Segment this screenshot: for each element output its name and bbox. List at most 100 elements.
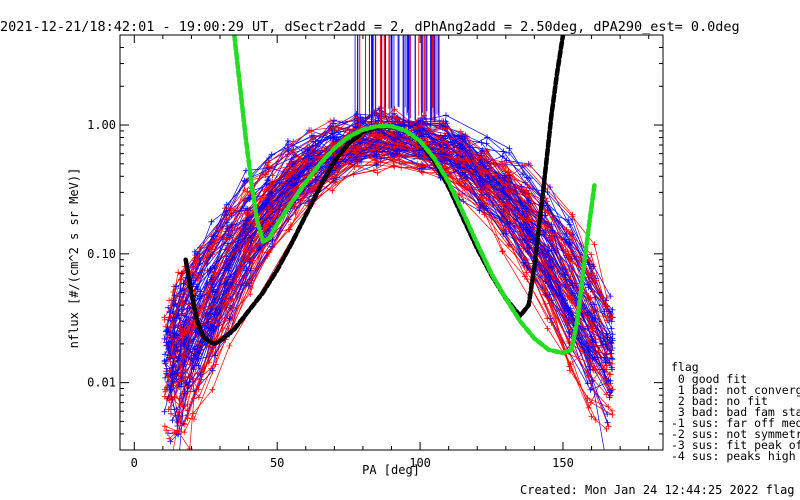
measured-point: [377, 131, 384, 138]
measured-point: [169, 452, 175, 458]
measured-point: [162, 452, 168, 458]
measured-point: [374, 169, 381, 176]
measured-point: [174, 347, 181, 354]
measured-point: [327, 118, 334, 125]
measured-point: [478, 139, 485, 146]
measured-trace-line: [172, 142, 591, 325]
measured-point: [264, 186, 271, 193]
measured-point: [284, 184, 291, 190]
measured-point: [373, 161, 380, 168]
measured-point: [394, 141, 401, 148]
measured-point: [608, 325, 615, 332]
measured-point: [247, 291, 254, 298]
measured-point: [179, 306, 186, 313]
measured-point: [569, 216, 575, 223]
measured-point: [180, 300, 187, 307]
measured-point: [205, 310, 212, 317]
measured-point: [305, 163, 312, 170]
measured-point: [208, 218, 215, 225]
measured-point: [186, 361, 193, 368]
measured-point: [310, 178, 317, 185]
measured-point: [523, 208, 530, 215]
measured-trace-line: [169, 119, 607, 329]
measured-point: [211, 264, 218, 271]
measured-point: [603, 330, 610, 337]
measured-point: [223, 201, 230, 208]
measured-point: [564, 293, 571, 300]
measured-trace-line: [167, 107, 590, 335]
measured-point: [524, 249, 531, 255]
measured-point: [179, 269, 186, 276]
measured-point: [332, 174, 338, 181]
measured-point: [591, 272, 598, 279]
measured-point: [183, 394, 190, 400]
measured-point: [167, 438, 174, 445]
measured-point: [162, 374, 169, 381]
measured-point: [244, 246, 251, 253]
measured-point: [602, 359, 609, 366]
measured-point: [390, 158, 397, 165]
measured-point: [306, 158, 313, 165]
measured-point: [504, 210, 511, 217]
legend-entry: -1 sus: far off medic: [671, 416, 800, 430]
measured-point: [609, 306, 616, 313]
measured-point: [212, 352, 219, 359]
measured-trace: [166, 121, 575, 404]
measured-point: [438, 118, 445, 125]
measured-point: [542, 286, 548, 293]
measured-point: [519, 215, 526, 222]
measured-point: [604, 465, 610, 471]
measured-point: [180, 280, 187, 287]
measured-point: [264, 218, 271, 225]
measured-point: [483, 205, 490, 212]
measured-point: [331, 117, 337, 124]
measured-point: [180, 321, 187, 328]
measured-point: [266, 155, 272, 162]
measured-point: [563, 226, 570, 233]
measured-point: [350, 171, 357, 178]
measured-point: [161, 423, 168, 430]
measured-point: [604, 317, 611, 324]
measured-point: [591, 241, 598, 248]
measured-point: [248, 219, 255, 226]
measured-point: [224, 300, 231, 307]
measured-point: [228, 256, 235, 263]
measured-point: [439, 146, 446, 153]
measured-point: [357, 118, 364, 125]
measured-point: [587, 294, 594, 301]
measured-point: [286, 178, 292, 185]
measured-point: [544, 189, 551, 195]
measured-point: [165, 406, 172, 413]
legend: flag 0 good fit 1 bad: not converge 2 ba…: [671, 360, 800, 463]
measured-point: [265, 159, 272, 166]
measured-point: [245, 211, 252, 218]
measured-point: [210, 318, 217, 325]
measured-point: [169, 320, 176, 327]
measured-point: [373, 148, 380, 155]
measured-point: [604, 419, 611, 426]
measured-trace-line: [169, 120, 611, 318]
measured-point: [190, 395, 197, 402]
measured-point: [568, 300, 575, 306]
measured-point: [168, 378, 175, 385]
measured-point: [601, 308, 608, 315]
measured-point: [190, 366, 197, 373]
measured-point: [228, 296, 235, 303]
measured-point: [607, 347, 614, 354]
measured-point: [561, 271, 568, 278]
measured-point: [241, 187, 248, 194]
measured-trace: [177, 131, 596, 384]
measured-point: [244, 206, 251, 213]
measured-point: [181, 429, 188, 436]
measured-trace-line: [170, 120, 565, 376]
measured-point: [262, 171, 269, 178]
measured-point: [608, 364, 615, 371]
measured-point: [166, 435, 173, 442]
measured-point: [584, 369, 591, 376]
measured-point: [393, 114, 400, 121]
measured-point: [609, 331, 616, 338]
measured-point: [591, 301, 598, 308]
measured-point: [605, 377, 612, 384]
measured-point: [308, 134, 315, 141]
measured-point: [161, 408, 168, 415]
